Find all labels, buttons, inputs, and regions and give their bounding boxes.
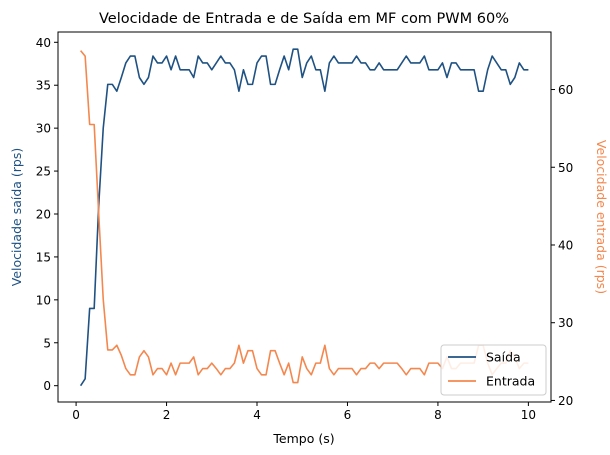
x-tick-label: 0 [72, 408, 80, 422]
left-tick-label: 0 [43, 379, 51, 393]
left-tick-label: 25 [36, 165, 51, 179]
x-tick-label: 6 [344, 408, 352, 422]
x-axis-label: Tempo (s) [272, 431, 334, 446]
right-tick-label: 30 [558, 316, 573, 330]
legend: Saída Entrada [440, 344, 547, 396]
left-tick-label: 35 [36, 79, 51, 93]
x-tick-label: 10 [521, 408, 536, 422]
x-tick-label: 8 [434, 408, 442, 422]
left-tick-label: 30 [36, 122, 51, 136]
legend-label-saida: Saída [486, 350, 521, 365]
series-line-saida [79, 48, 529, 387]
plot-frame [57, 31, 552, 403]
left-tick-label: 20 [36, 207, 51, 221]
left-axis-label: Velocidade saída (rps) [9, 148, 24, 286]
x-axis-ticks: 0 2 4 6 8 10 [72, 402, 536, 422]
legend-label-entrada: Entrada [486, 374, 535, 389]
x-tick-label: 2 [163, 408, 171, 422]
left-tick-label: 40 [36, 36, 51, 50]
right-tick-label: 60 [558, 83, 573, 97]
left-tick-label: 15 [36, 250, 51, 264]
chart-title: Velocidade de Entrada e de Saída em MF c… [99, 11, 509, 27]
right-axis-ticks: 20 30 40 50 60 [551, 83, 573, 408]
series-layer [79, 48, 529, 387]
left-axis-ticks: 0 5 10 15 20 25 30 35 40 [36, 36, 58, 393]
left-tick-label: 5 [43, 336, 51, 350]
x-tick-label: 4 [253, 408, 261, 422]
series-line-entrada [79, 50, 529, 384]
left-tick-label: 10 [36, 293, 51, 307]
right-tick-label: 20 [558, 394, 573, 408]
right-tick-label: 50 [558, 161, 573, 175]
right-tick-label: 40 [558, 238, 573, 252]
right-axis-label: Velocidade entrada (rps) [594, 140, 609, 294]
